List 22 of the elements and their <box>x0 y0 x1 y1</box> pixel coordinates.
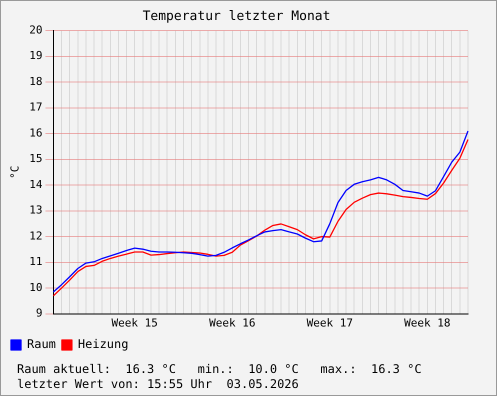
y-tick-label: 16 <box>29 126 42 140</box>
y-axis-title: °C <box>8 166 22 179</box>
y-tick-label: 15 <box>29 152 42 166</box>
y-tick-label: 9 <box>36 306 42 320</box>
y-tick-label: 10 <box>29 280 42 294</box>
y-tick-label: 19 <box>29 49 42 62</box>
x-tick-label: Week 17 <box>306 316 353 330</box>
y-tick-label: 12 <box>29 229 42 242</box>
chart-title: Temperatur letzter Monat <box>142 9 330 24</box>
x-tick-label: Week 16 <box>209 316 256 330</box>
y-tick-label: 13 <box>29 204 42 217</box>
y-tick-label: 20 <box>29 23 42 36</box>
y-tick-label: 18 <box>29 74 42 88</box>
legend-label: Heizung <box>78 337 128 352</box>
legend-label: Raum <box>27 337 56 352</box>
x-tick-label: Week 15 <box>112 316 158 330</box>
x-tick-label: Week 18 <box>404 316 451 330</box>
y-tick-label: 14 <box>29 178 43 191</box>
text: Raum aktuell: 16.3 °C min.: 10.0 °C max.: 16.3 °C <box>17 362 422 377</box>
y-tick-label: 17 <box>29 100 42 114</box>
text: letzter Wert von: 15:55 Uhr 03.05.2026 <box>17 377 300 392</box>
y-tick-label: 11 <box>29 255 42 268</box>
